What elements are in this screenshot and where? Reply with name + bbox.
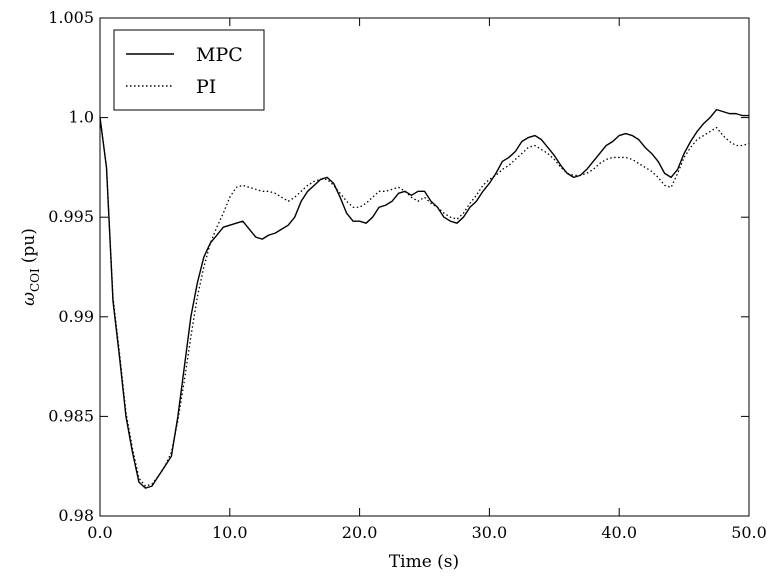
y-axis-label-unit: (pu) <box>19 228 39 263</box>
plot-area <box>99 17 750 517</box>
axis-ticks: 0.0 10.0 20.0 30.0 40.0 50.0 0.98 0.985 0.99 0.99… <box>48 8 767 542</box>
x-tick-label: 10.0 <box>212 523 248 542</box>
series-layer <box>99 108 750 489</box>
x-tick-label: 50.0 <box>731 523 767 542</box>
y-tick-label: 0.985 <box>48 406 94 425</box>
y-tick-label: 0.98 <box>58 506 94 525</box>
y-tick-label: 1.0 <box>69 108 94 127</box>
y-axis-label-symbol: ω <box>19 292 39 306</box>
x-tick-label: 20.0 <box>342 523 378 542</box>
legend-box <box>113 29 265 111</box>
series-line-pi <box>99 117 750 487</box>
x-tick-label: 30.0 <box>472 523 508 542</box>
x-tick-label: 40.0 <box>601 523 637 542</box>
y-tick-label: 0.995 <box>48 207 94 226</box>
x-tick-label: 0.0 <box>87 523 112 542</box>
y-axis-label: ωCOI (pu) <box>19 228 42 306</box>
x-axis-label: Time (s) <box>389 552 459 572</box>
y-tick-label: 1.005 <box>48 8 94 27</box>
y-tick-label: 0.99 <box>58 307 94 326</box>
series-line-mpc <box>99 108 749 489</box>
y-axis-label-subscript: COI <box>28 268 42 292</box>
legend-label-pi: PI <box>196 76 216 98</box>
legend-label-mpc: MPC <box>196 44 243 66</box>
legend: MPC PI <box>113 29 265 111</box>
